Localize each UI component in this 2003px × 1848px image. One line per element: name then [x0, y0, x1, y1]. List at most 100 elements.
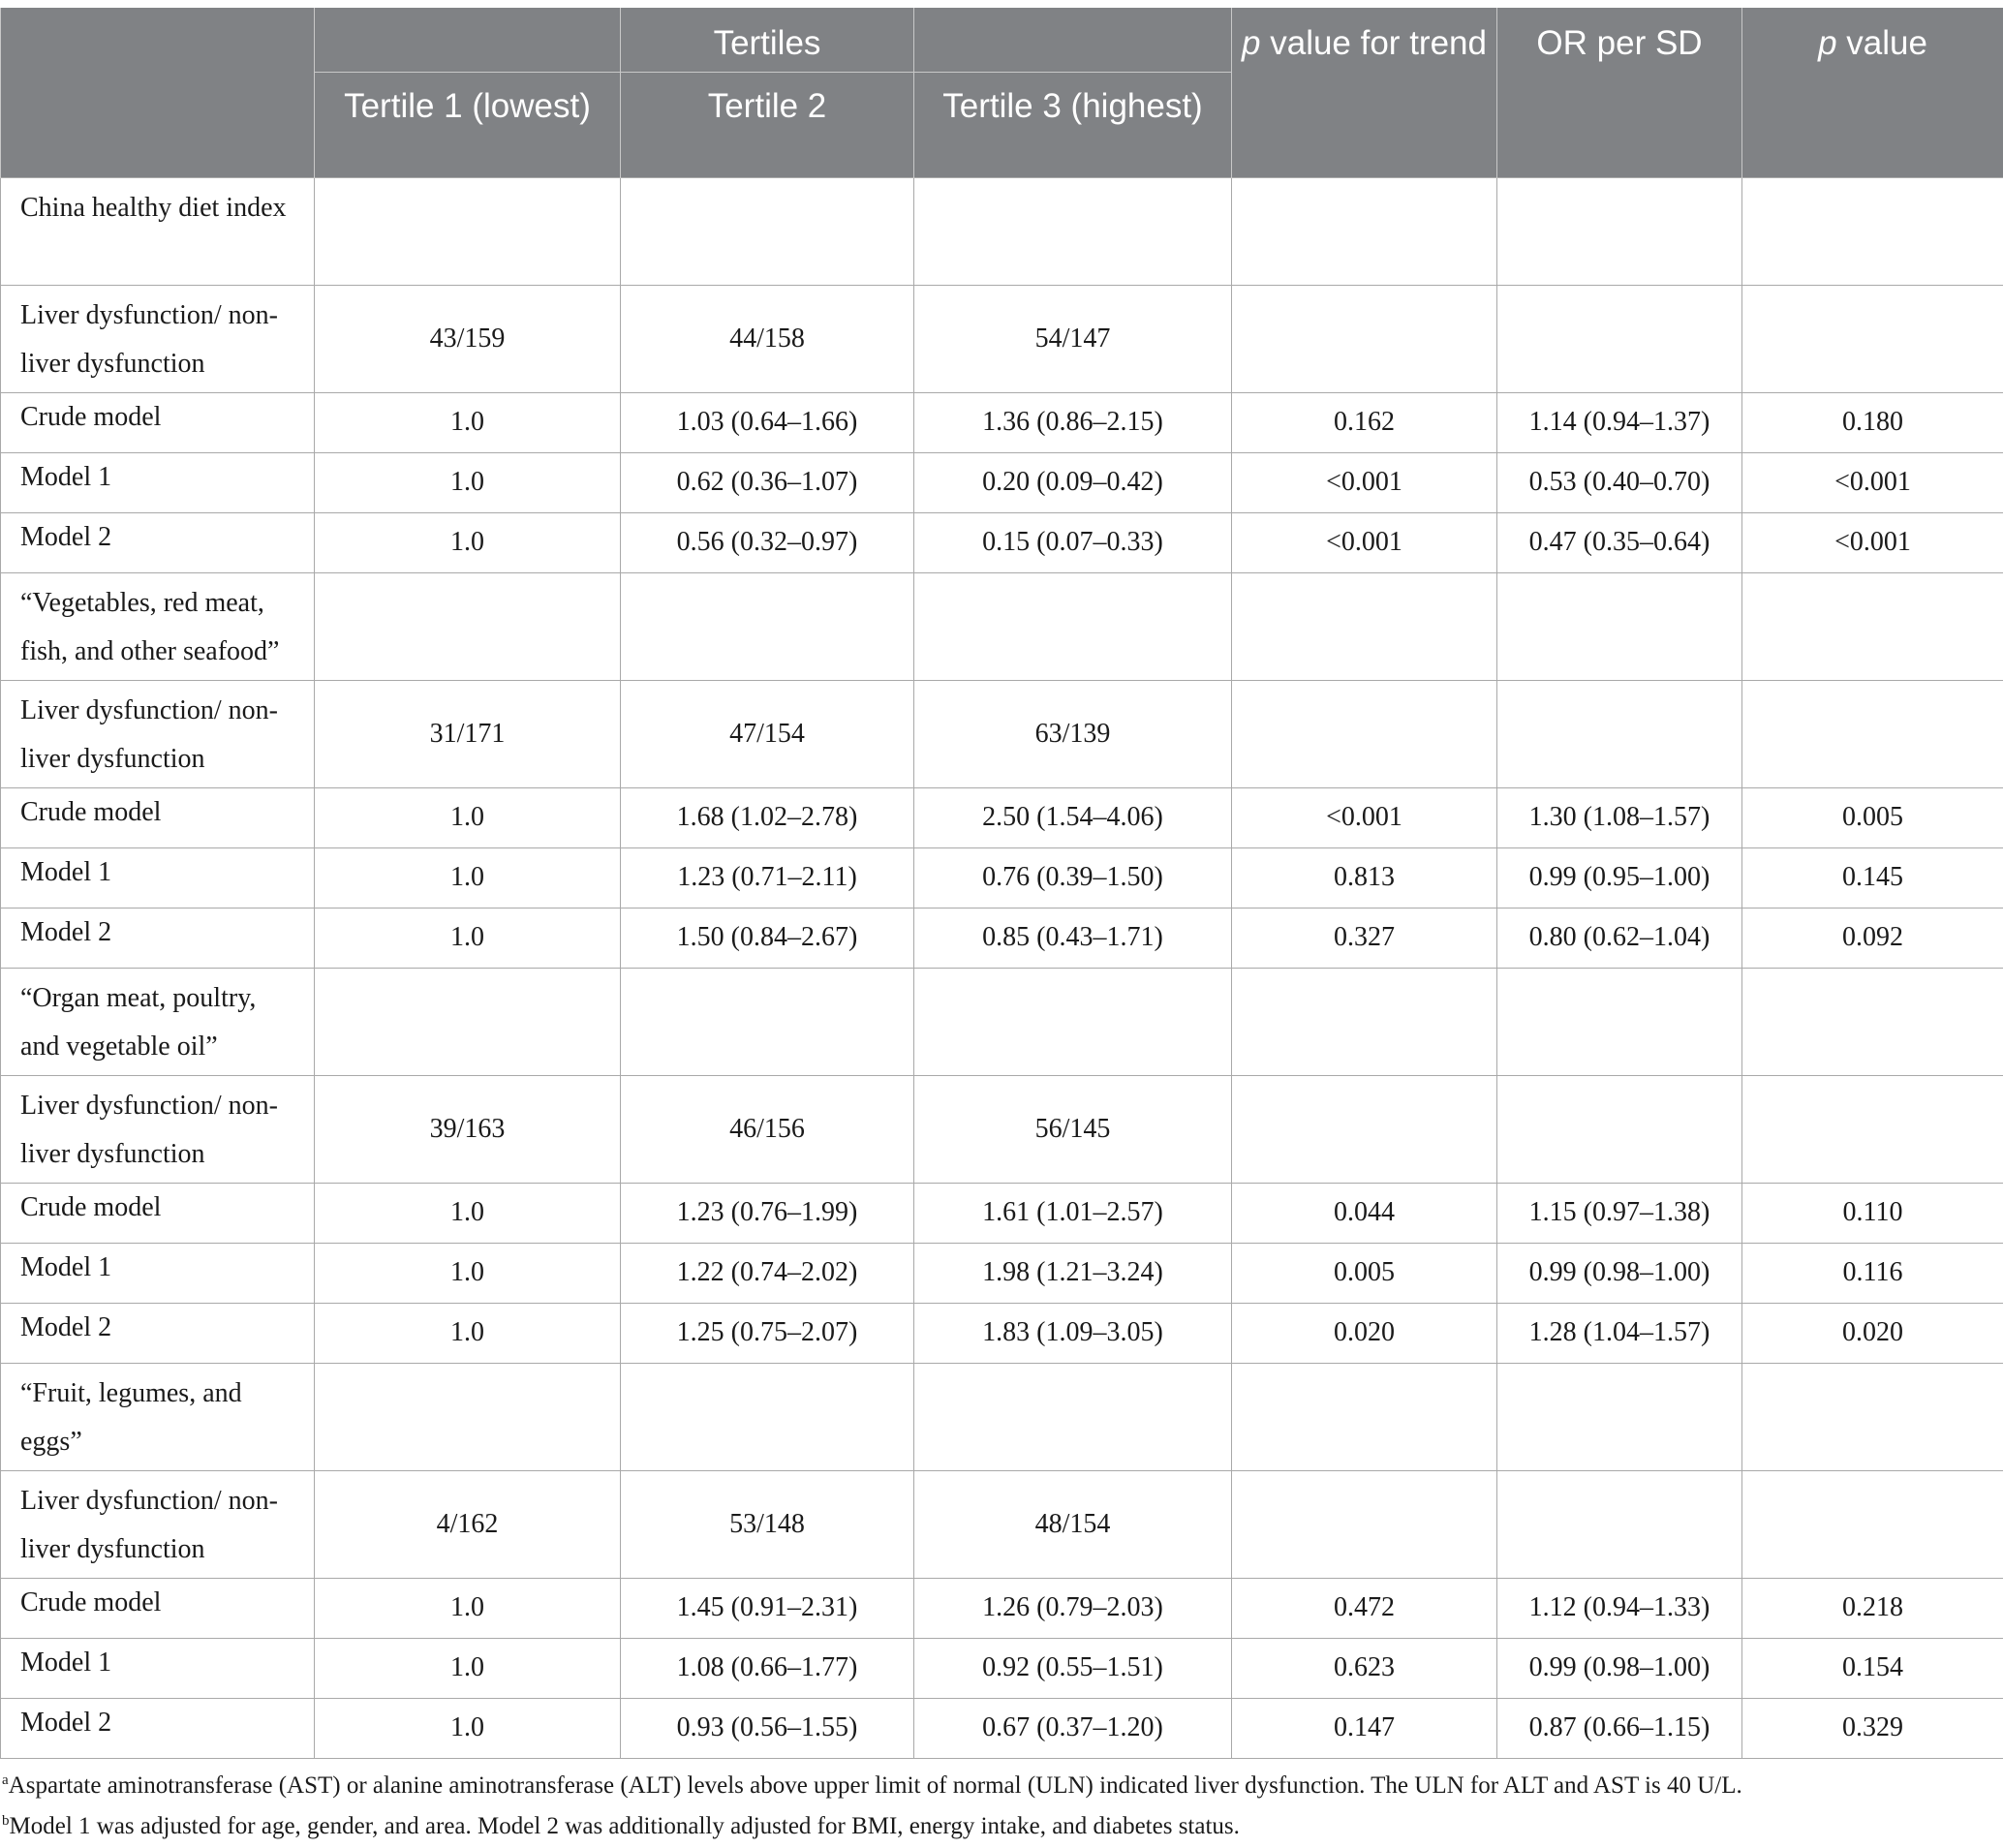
tertile-2-cell [620, 176, 914, 286]
table-row: Liver dysfunction/ non-liver dysfunction… [0, 1074, 2003, 1184]
tertile-3-cell [913, 967, 1232, 1076]
tertile-1-cell: 1.0 [314, 511, 621, 573]
tertile-1-cell [314, 571, 621, 681]
row-label-cell: Crude model [0, 786, 315, 848]
tertile-1-cell: 1.0 [314, 451, 621, 513]
table-row: Liver dysfunction/ non-liver dysfunction… [0, 1469, 2003, 1579]
p-value-cell [1741, 679, 2003, 788]
or-per-sd-cell: 1.15 (0.97–1.38) [1496, 1182, 1742, 1244]
table-group-row: “Organ meat, poultry, and vegetable oil” [0, 967, 2003, 1076]
tertile-1-cell: 1.0 [314, 1577, 621, 1639]
results-table-container: Tertiles p value for trend OR per SD p v… [0, 8, 2003, 1844]
table-row: Model 1 1.0 1.22 (0.74–2.02) 1.98 (1.21–3.2… [0, 1242, 2003, 1304]
or-per-sd-cell: 1.14 (0.94–1.37) [1496, 391, 1742, 453]
or-per-sd-cell [1496, 679, 1742, 788]
tertile-2-cell: 1.68 (1.02–2.78) [620, 786, 914, 848]
p-trend-cell: 0.472 [1231, 1577, 1497, 1639]
tertile-2-cell: 53/148 [620, 1469, 914, 1579]
tertile-1-cell: 1.0 [314, 847, 621, 909]
p-trend-cell [1231, 284, 1497, 393]
header-or-per-sd: OR per SD [1496, 8, 1742, 177]
row-label-cell: Model 2 [0, 1697, 315, 1759]
tertile-1-cell: 1.0 [314, 1302, 621, 1364]
footnote-a-mark: a [2, 1771, 9, 1788]
p-value-cell [1741, 176, 2003, 286]
table-group-row: “Vegetables, red meat, fish, and other s… [0, 571, 2003, 681]
table-row: Model 1 1.0 1.23 (0.71–2.11) 0.76 (0.39–1.5… [0, 847, 2003, 909]
row-label-cell: Liver dysfunction/ non-liver dysfunction [0, 1074, 315, 1184]
p-trend-cell: 0.147 [1231, 1697, 1497, 1759]
or-per-sd-cell: 0.87 (0.66–1.15) [1496, 1697, 1742, 1759]
tertile-2-cell [620, 571, 914, 681]
tertile-2-cell: 1.23 (0.76–1.99) [620, 1182, 914, 1244]
table-row: Model 2 1.0 0.93 (0.56–1.55) 0.67 (0.37–1.2… [0, 1697, 2003, 1759]
tertile-3-cell: 0.67 (0.37–1.20) [913, 1697, 1232, 1759]
p-value-cell [1741, 1362, 2003, 1471]
p-trend-cell [1231, 1362, 1497, 1471]
p-trend-cell: 0.813 [1231, 847, 1497, 909]
row-label-cell: Model 1 [0, 1637, 315, 1699]
tertile-1-cell [314, 176, 621, 286]
header-tertile-3: Tertile 3 (highest) [913, 72, 1232, 177]
table-row: Model 2 1.0 1.50 (0.84–2.67) 0.85 (0.43–1.7… [0, 907, 2003, 969]
header-tertile-2: Tertile 2 [620, 72, 914, 177]
or-per-sd-cell: 0.99 (0.95–1.00) [1496, 847, 1742, 909]
tertile-3-cell: 0.20 (0.09–0.42) [913, 451, 1232, 513]
p-trend-cell: 0.044 [1231, 1182, 1497, 1244]
tertile-1-cell: 1.0 [314, 1697, 621, 1759]
tertile-3-cell: 1.26 (0.79–2.03) [913, 1577, 1232, 1639]
or-per-sd-cell [1496, 1362, 1742, 1471]
tertile-1-cell: 1.0 [314, 786, 621, 848]
p-value-cell: 0.020 [1741, 1302, 2003, 1364]
p-value-cell [1741, 967, 2003, 1076]
tertile-1-cell: 1.0 [314, 1637, 621, 1699]
p-value-cell: 0.110 [1741, 1182, 2003, 1244]
p-trend-cell [1231, 176, 1497, 286]
table-row: Crude model 1.0 1.68 (1.02–2.78) 2.50 (1.54… [0, 786, 2003, 848]
p-trend-cell: 0.005 [1231, 1242, 1497, 1304]
or-per-sd-cell: 1.12 (0.94–1.33) [1496, 1577, 1742, 1639]
tertile-3-cell: 1.98 (1.21–3.24) [913, 1242, 1232, 1304]
header-p-value-rest: value [1836, 24, 1927, 62]
tertile-1-cell: 1.0 [314, 391, 621, 453]
or-per-sd-cell: 0.80 (0.62–1.04) [1496, 907, 1742, 969]
or-per-sd-cell: 0.99 (0.98–1.00) [1496, 1242, 1742, 1304]
tertile-2-cell: 0.62 (0.36–1.07) [620, 451, 914, 513]
p-value-cell: 0.116 [1741, 1242, 2003, 1304]
footnote-a-text: Aspartate aminotransferase (AST) or alan… [8, 1771, 1742, 1799]
tertile-1-cell: 1.0 [314, 907, 621, 969]
tertile-1-cell: 31/171 [314, 679, 621, 788]
table-row: Model 2 1.0 0.56 (0.32–0.97) 0.15 (0.07–0.3… [0, 511, 2003, 573]
table-row: Crude model 1.0 1.03 (0.64–1.66) 1.36 (0.86… [0, 391, 2003, 453]
header-tertile-1: Tertile 1 (lowest) [314, 72, 621, 177]
or-per-sd-cell: 1.30 (1.08–1.57) [1496, 786, 1742, 848]
p-value-cell: <0.001 [1741, 511, 2003, 573]
p-trend-cell: <0.001 [1231, 451, 1497, 513]
row-label-cell: Liver dysfunction/ non-liver dysfunction [0, 1469, 315, 1579]
p-trend-cell [1231, 571, 1497, 681]
p-value-cell: 0.329 [1741, 1697, 2003, 1759]
row-label-cell: Crude model [0, 1577, 315, 1639]
row-label-cell: Crude model [0, 1182, 315, 1244]
p-value-cell: <0.001 [1741, 451, 2003, 513]
header-p-value-italic: p [1818, 24, 1837, 62]
tertile-1-cell: 39/163 [314, 1074, 621, 1184]
footnote-b-text: Model 1 was adjusted for age, gender, an… [9, 1812, 1240, 1839]
or-per-sd-cell: 0.47 (0.35–0.64) [1496, 511, 1742, 573]
tertile-3-cell: 1.36 (0.86–2.15) [913, 391, 1232, 453]
row-label-cell: Model 1 [0, 1242, 315, 1304]
table-row: Model 1 1.0 1.08 (0.66–1.77) 0.92 (0.55–1.5… [0, 1637, 2003, 1699]
table-row: Liver dysfunction/ non-liver dysfunction… [0, 284, 2003, 393]
row-label-cell: Model 2 [0, 511, 315, 573]
or-per-sd-cell [1496, 1074, 1742, 1184]
table-row: Crude model 1.0 1.23 (0.76–1.99) 1.61 (1.01… [0, 1182, 2003, 1244]
table-group-row: China healthy diet index [0, 176, 2003, 286]
table-row: Liver dysfunction/ non-liver dysfunction… [0, 679, 2003, 788]
tertile-3-cell [913, 176, 1232, 286]
header-tertiles-left-blank [314, 8, 621, 73]
tertile-2-cell [620, 967, 914, 1076]
tertile-2-cell: 44/158 [620, 284, 914, 393]
p-value-cell [1741, 284, 2003, 393]
or-per-sd-cell [1496, 571, 1742, 681]
row-label-cell: Model 1 [0, 451, 315, 513]
